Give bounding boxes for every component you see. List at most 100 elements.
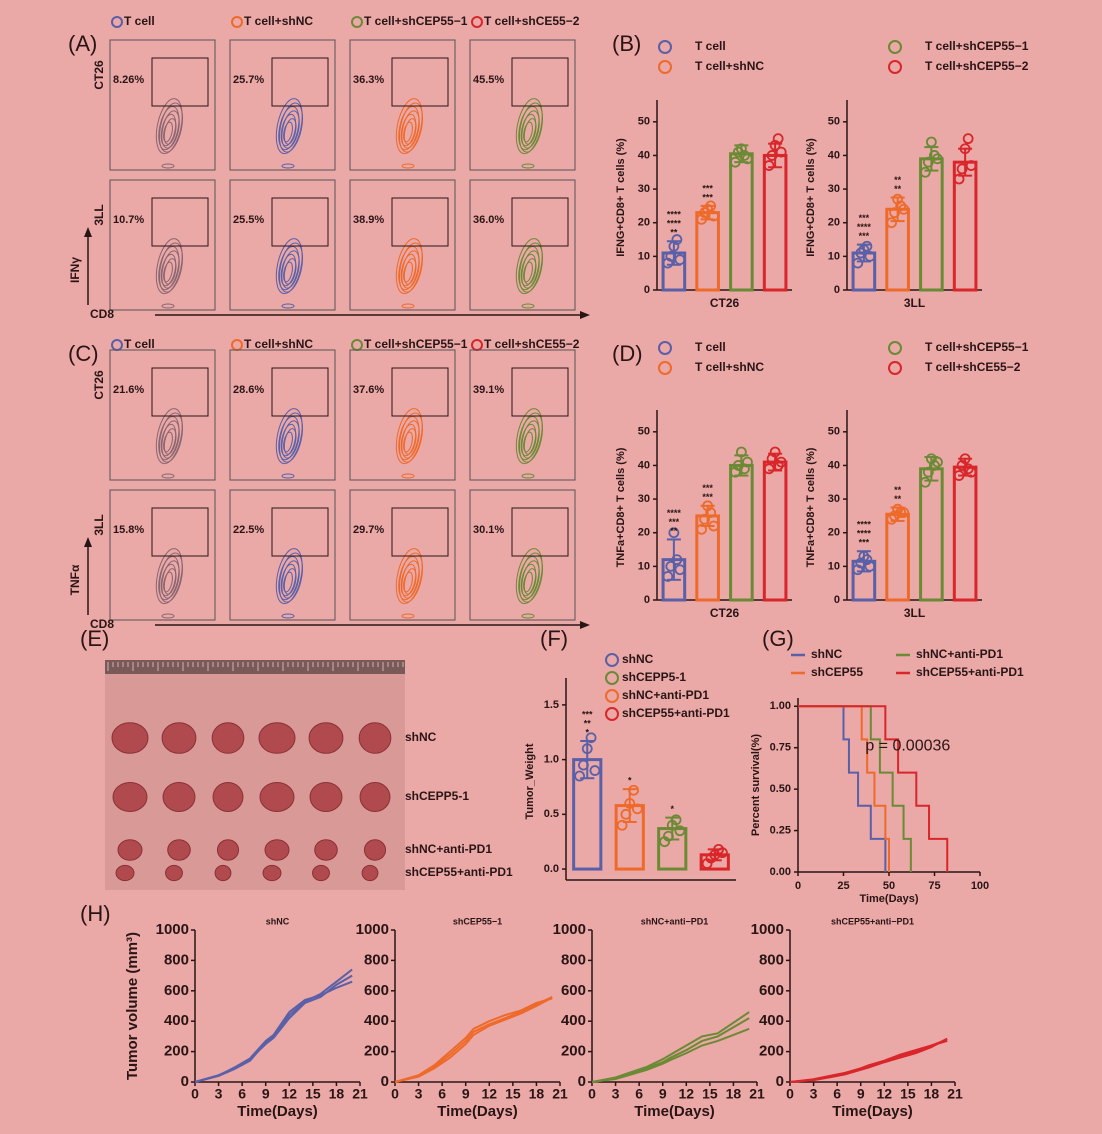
gate-label: 36.3% [353, 74, 384, 86]
legend-label: shCEP55+anti-PD1 [916, 665, 1024, 679]
y-tick-label: 0.50 [770, 783, 791, 795]
contour [522, 304, 534, 308]
x-tick-label: 0 [795, 880, 801, 892]
legend-label: T cell+shCEP55−1 [925, 39, 1029, 53]
contour [159, 253, 179, 287]
gate [512, 508, 568, 556]
contour [282, 614, 294, 618]
y-axis-label: TNFa+CD8+ T cells (%) [805, 447, 817, 567]
arrow-head [84, 227, 92, 237]
x-tick-label: 15 [900, 1086, 916, 1102]
gate [512, 198, 568, 246]
x-tick-label: 6 [238, 1086, 246, 1102]
x-tick-label: 6 [438, 1086, 446, 1102]
x-tick-label: 50 [883, 880, 895, 892]
data-point [675, 565, 684, 574]
y-tick-label: 0.00 [770, 866, 791, 878]
row-label: shNC [405, 730, 437, 744]
significance: ** [670, 526, 678, 536]
legend-label: T cell+shCE55−2 [484, 14, 580, 28]
x-tick-label: 18 [329, 1086, 345, 1102]
gate [392, 198, 448, 246]
gate [512, 368, 568, 416]
row-label: shNC+anti-PD1 [405, 842, 492, 856]
tumor [112, 723, 148, 754]
gate [152, 58, 208, 106]
data-point [853, 259, 862, 268]
legend-marker [352, 17, 362, 27]
tumor [116, 865, 134, 880]
contour [392, 236, 427, 296]
tumor [259, 723, 295, 754]
panel-label: (B) [612, 31, 641, 56]
gate-label: 15.8% [113, 524, 144, 536]
y-tick-label: 1.00 [770, 700, 791, 712]
y-tick-label: 800 [364, 951, 389, 968]
data-point [765, 464, 774, 473]
gate-label: 10.7% [113, 214, 144, 226]
y-tick-label: 1000 [156, 921, 189, 938]
growth-line [395, 998, 552, 1082]
y-tick-label: 30 [638, 493, 650, 505]
contour [402, 614, 414, 618]
growth-line [592, 1012, 749, 1082]
y-tick-label: 1000 [553, 921, 586, 938]
photo [105, 660, 405, 890]
y-tick-label: 0 [644, 284, 650, 296]
x-tick-label: 21 [352, 1086, 368, 1102]
arrow-head [84, 537, 92, 547]
legend-marker [472, 340, 482, 350]
bar [731, 465, 753, 600]
contour [162, 304, 174, 308]
legend-marker [112, 17, 122, 27]
gate-label: 22.5% [233, 524, 264, 536]
y-tick-label: 50 [638, 426, 650, 438]
x-axis-label: CT26 [710, 606, 740, 620]
x-tick-label: 12 [481, 1086, 497, 1102]
legend-label: T cell [695, 340, 726, 354]
x-tick-label: 21 [749, 1086, 765, 1102]
axis-label: CD8 [90, 307, 114, 321]
bar [954, 162, 976, 290]
survival-curve [798, 706, 885, 872]
legend-label: shNC [622, 652, 654, 666]
y-tick-label: 50 [828, 116, 840, 128]
y-tick-label: 1.0 [544, 754, 559, 766]
legend-marker [889, 342, 901, 354]
significance: *** [702, 492, 713, 502]
x-axis-label: Time(Days) [859, 893, 918, 905]
tumor [310, 783, 342, 812]
contour [519, 563, 539, 597]
contour [402, 304, 414, 308]
significance: *** [702, 192, 713, 202]
x-tick-label: 21 [552, 1086, 568, 1102]
y-tick-label: 1000 [751, 921, 784, 938]
x-axis-label: Time(Days) [832, 1103, 913, 1120]
data-point [927, 138, 936, 147]
gate-label: 30.1% [473, 524, 504, 536]
y-tick-label: 40 [828, 459, 840, 471]
tumor [166, 865, 183, 880]
panel-label: (E) [80, 626, 109, 651]
bar [764, 155, 786, 290]
legend-label: T cell+shNC [695, 59, 764, 73]
gate-label: 25.5% [233, 214, 264, 226]
bar [921, 469, 943, 600]
annotation: p = 0.00036 [865, 737, 950, 754]
legend-label: T cell+shCE55−2 [925, 360, 1021, 374]
legend-label: shCEP55 [811, 665, 863, 679]
contour [512, 96, 547, 156]
contour [512, 546, 547, 606]
y-tick-label: 20 [638, 217, 650, 229]
growth-line [195, 982, 352, 1082]
tumor [168, 840, 191, 860]
gate [272, 198, 328, 246]
legend-marker [606, 654, 618, 666]
x-tick-label: 9 [262, 1086, 270, 1102]
contour [152, 96, 187, 156]
contour [272, 406, 307, 466]
contour [162, 474, 174, 478]
gate [152, 368, 208, 416]
legend-marker [606, 708, 618, 720]
gate [152, 198, 208, 246]
